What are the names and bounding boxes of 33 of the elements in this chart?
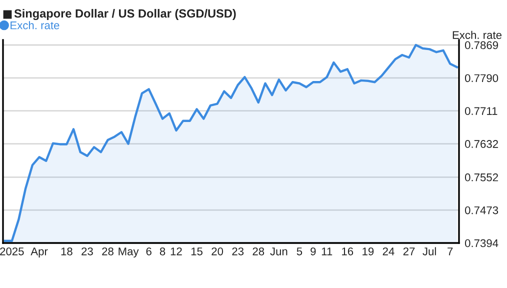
y-tick-label: 0.7394 [464, 239, 498, 248]
x-tick-label: 7 [448, 248, 453, 256]
x-tick-label: 15 [191, 248, 202, 256]
x-tick-label: 28 [252, 247, 264, 256]
x-tick-label: 28 [102, 247, 114, 256]
x-tick-label: May [118, 248, 139, 258]
x-tick-label: 16 [342, 247, 354, 256]
y-tick-label: 0.7711 [464, 107, 498, 115]
y-tick-label: 0.7869 [464, 41, 498, 50]
x-tick-label: 19 [362, 247, 374, 256]
x-tick-label: 6 [146, 247, 152, 256]
x-tick-label: 23 [232, 247, 244, 256]
x-tick-label: 12 [170, 247, 182, 256]
x-tick-label: 20 [212, 247, 224, 256]
x-tick-label: 5 [296, 248, 302, 256]
x-tick-label: 11 [322, 248, 332, 256]
y-tick-label: 0.7790 [464, 74, 498, 82]
y-tick-label: 0.7473 [464, 206, 498, 214]
x-tick-label: Apr [30, 248, 48, 258]
x-tick-label: 27 [403, 247, 415, 256]
y-axis-title: Exch. rate [452, 30, 502, 39]
x-tick-label: 9 [310, 247, 316, 256]
legend-label: Exch. rate [10, 21, 60, 30]
x-tick-label: Jul [422, 247, 436, 256]
x-tick-label: 2025 [0, 247, 24, 256]
chart-title: Singapore Dollar / US Dollar (SGD/USD) [14, 8, 236, 20]
x-tick-label: 8 [160, 247, 166, 256]
y-tick-label: 0.7632 [464, 140, 498, 148]
y-tick-label: 0.7552 [464, 173, 498, 182]
x-tick-label: 24 [382, 247, 394, 256]
x-tick-label: 18 [61, 247, 72, 256]
x-tick-label: Jun [270, 248, 288, 256]
x-tick-label: 23 [82, 247, 93, 256]
